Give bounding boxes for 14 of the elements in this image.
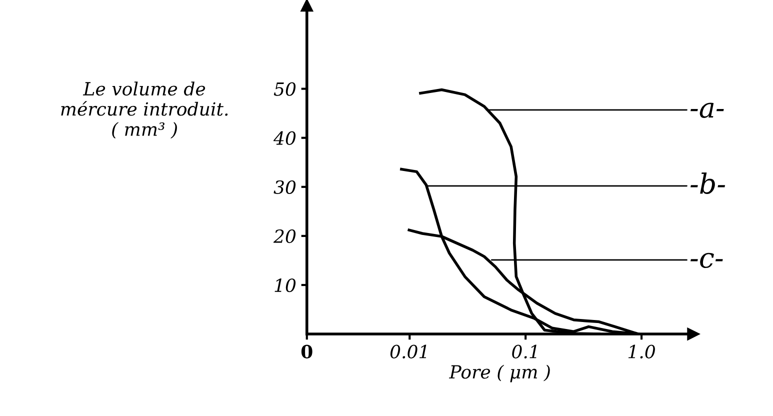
x-axis-title: Pore ( μm ) [448, 364, 550, 382]
y-tick-label: 30 [274, 180, 296, 194]
annotation: -a- [690, 102, 724, 118]
x-tick-label: 0.1 [512, 344, 536, 358]
x-tick-label: 1.0 [628, 344, 655, 358]
x-tick-label: 0 [301, 344, 312, 358]
y-tick-label: 40 [273, 131, 296, 145]
y-axis-title: Le volume de mércure introduit. ( mm³ ) [61, 82, 228, 139]
y-tick-label: 20 [273, 229, 296, 244]
annotation: -c- [690, 252, 723, 268]
y-tick-label: 50 [274, 82, 296, 96]
x-tick-label: 0.01 [390, 344, 426, 358]
annotation: -b- [690, 172, 726, 194]
y-tick-label: 10 [274, 278, 296, 292]
